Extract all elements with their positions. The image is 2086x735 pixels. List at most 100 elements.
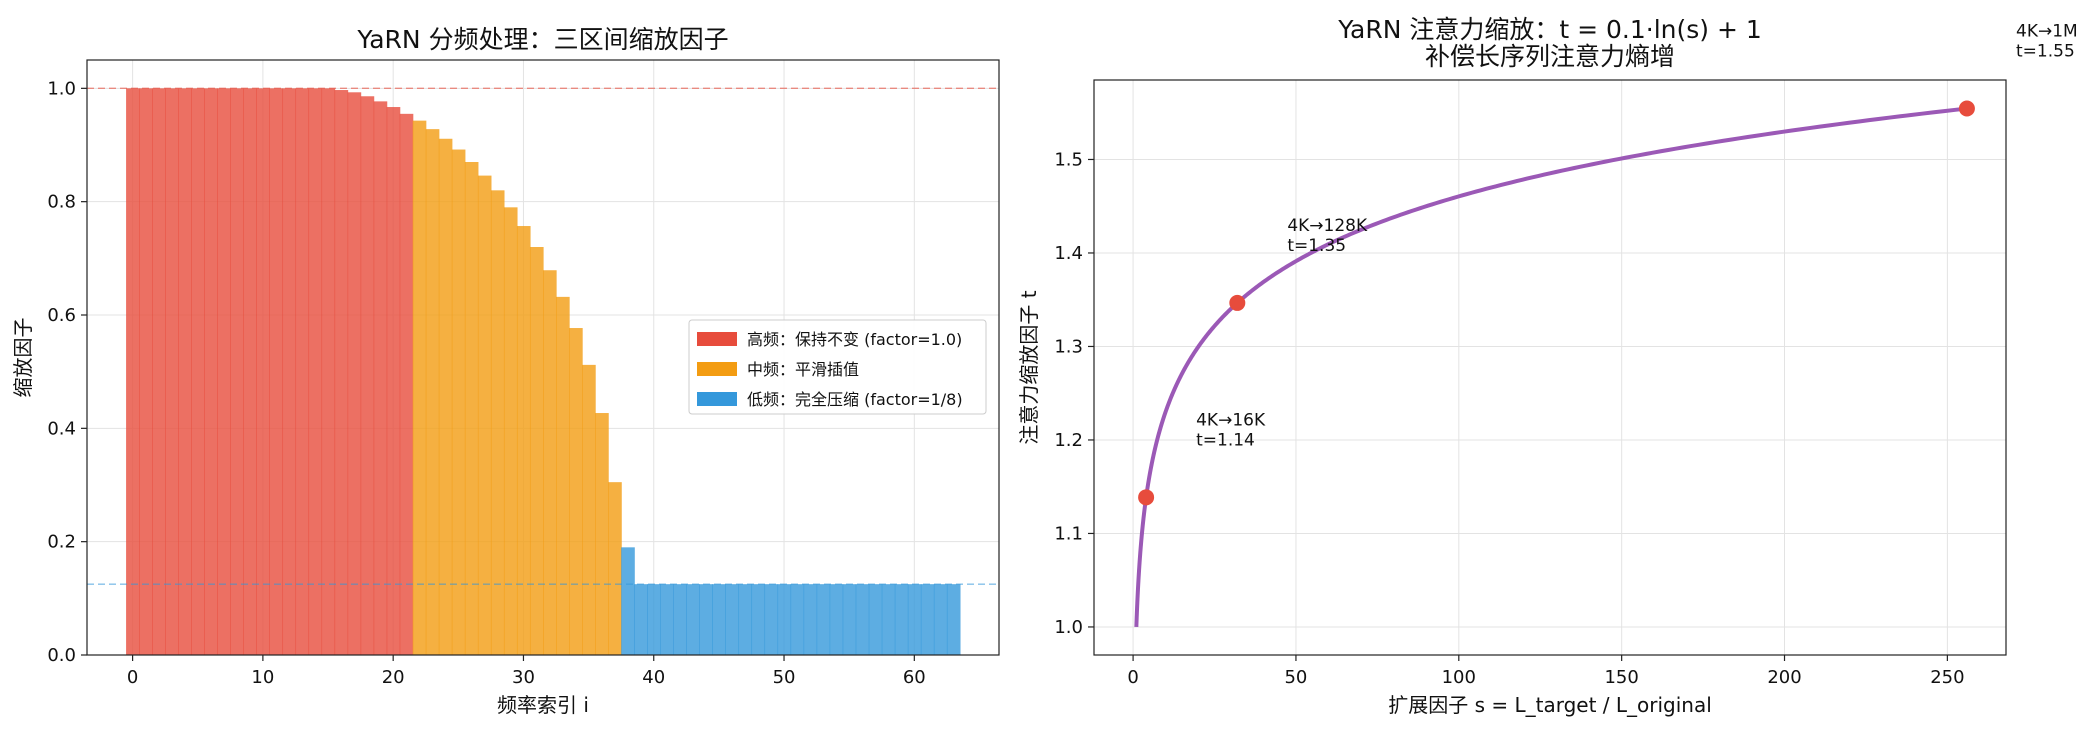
x-tick-label: 60 <box>903 667 926 688</box>
bar-high <box>282 88 297 656</box>
chart2-title: YaRN 注意力缩放：t = 0.1·ln(s) + 1 <box>1337 15 1762 44</box>
annotation-label: 4K→128K <box>1287 216 1368 236</box>
bar-low <box>933 584 948 655</box>
bar-high <box>308 88 323 656</box>
bar-low <box>829 584 844 655</box>
bar-high <box>178 88 192 656</box>
bar-high <box>204 88 218 656</box>
x-tick-label: 150 <box>1604 667 1638 688</box>
bar-mid <box>569 328 583 655</box>
bar-low <box>634 584 648 655</box>
chart2-points <box>1138 100 1975 506</box>
bar-high <box>191 88 205 656</box>
legend-swatch-high <box>697 332 737 346</box>
x-tick-label: 30 <box>512 667 535 688</box>
bar-mid <box>451 149 466 656</box>
chart2-plot-frame <box>1093 79 2007 656</box>
y-tick-label: 1.4 <box>1054 243 1083 264</box>
bar-mid <box>516 226 531 656</box>
chart1-x-axis-label: 频率索引 i <box>497 693 589 717</box>
chart2-x-axis-label: 扩展因子 s = L_target / L_original <box>1388 693 1712 717</box>
bar-mid <box>582 364 596 655</box>
bar-mid <box>608 482 622 655</box>
y-tick-label: 1.2 <box>1054 430 1083 451</box>
x-tick-label: 10 <box>251 667 274 688</box>
y-tick-label: 0.6 <box>47 305 76 326</box>
bar-high <box>269 88 284 656</box>
chart1-bars <box>126 88 961 656</box>
bar-high <box>386 107 401 656</box>
chart1-reference-lines <box>87 87 999 585</box>
annotation-value: t=1.14 <box>1196 430 1255 450</box>
bar-low <box>751 584 766 655</box>
bar-mid <box>464 162 479 655</box>
bar-low <box>894 584 909 655</box>
data-point <box>1138 489 1155 506</box>
bar-high <box>230 88 244 656</box>
bar-mid <box>556 296 570 655</box>
x-tick-label: 20 <box>382 667 405 688</box>
y-tick-label: 1.5 <box>1054 149 1083 170</box>
chart2-y-axis-label: 注意力缩放因子 t <box>1017 290 1041 444</box>
x-tick-label: 250 <box>1930 667 1964 688</box>
chart2-ticks: 0 50 100 150 200 250 1.0 1.1 1.2 1.3 1.4 1.5 <box>1054 149 1964 688</box>
legend-label-low: 低频：完全压缩 (factor=1/8) <box>747 390 963 409</box>
bar-low <box>881 584 896 655</box>
annotation-value: t=1.55 <box>2016 41 2075 61</box>
bar-low <box>855 584 870 655</box>
bar-mid <box>412 120 427 656</box>
annotation-label: 4K→1M <box>2016 21 2078 41</box>
legend-label-mid: 中频：平滑插值 <box>747 360 859 379</box>
y-tick-label: 0.4 <box>47 418 76 439</box>
bar-mid <box>543 270 557 655</box>
bar-mid <box>490 190 505 656</box>
bar-mid <box>595 413 609 655</box>
chart1-plot-frame <box>86 59 1000 656</box>
bar-low <box>920 584 935 655</box>
bar-low <box>699 584 713 655</box>
y-tick-label: 1.1 <box>1054 523 1083 544</box>
bar-high <box>139 88 153 656</box>
bar-low <box>842 584 857 655</box>
bar-low <box>803 584 818 655</box>
bar-low <box>946 584 961 655</box>
bar-high <box>126 88 140 656</box>
chart1-y-axis-label: 缩放因子 <box>11 318 35 398</box>
annotation-label: 4K→16K <box>1196 410 1266 430</box>
yarn-attention-scaling-chart: 0 50 100 150 200 250 1.0 1.1 1.2 1.3 1.4 1.5 YaRN 注… <box>1017 15 2078 717</box>
chart1-ticks: 0 10 20 30 40 50 60 0.0 0.2 0.4 0.6 0.8 1.0 <box>47 78 925 688</box>
bar-low <box>686 584 700 655</box>
legend-box <box>688 319 987 415</box>
y-tick-label: 0.0 <box>47 645 76 666</box>
bar-low <box>725 584 740 655</box>
legend-swatch-low <box>697 392 737 406</box>
bar-low <box>647 584 661 655</box>
bar-low <box>790 584 805 655</box>
bar-low <box>660 584 674 655</box>
x-tick-label: 100 <box>1442 667 1476 688</box>
bar-mid <box>477 175 492 655</box>
bar-high <box>334 90 349 656</box>
bar-high <box>399 113 414 656</box>
bar-low <box>868 584 883 655</box>
bar-low <box>621 547 635 655</box>
bar-low <box>816 584 831 655</box>
x-tick-label: 50 <box>773 667 796 688</box>
bar-mid <box>425 129 440 656</box>
attention-scaling-curve <box>1134 106 1968 628</box>
bar-high <box>243 88 257 656</box>
y-tick-label: 0.2 <box>47 532 76 553</box>
x-tick-label: 0 <box>127 667 138 688</box>
bar-high <box>347 92 362 656</box>
data-point <box>1958 100 1975 117</box>
bar-mid <box>503 207 518 656</box>
bar-high <box>152 88 166 656</box>
annotation-value: t=1.35 <box>1287 236 1346 256</box>
bar-low <box>712 584 726 655</box>
y-tick-label: 0.8 <box>47 192 76 213</box>
bar-high <box>165 88 179 656</box>
bar-low <box>777 584 792 655</box>
y-tick-label: 1.0 <box>47 78 76 99</box>
